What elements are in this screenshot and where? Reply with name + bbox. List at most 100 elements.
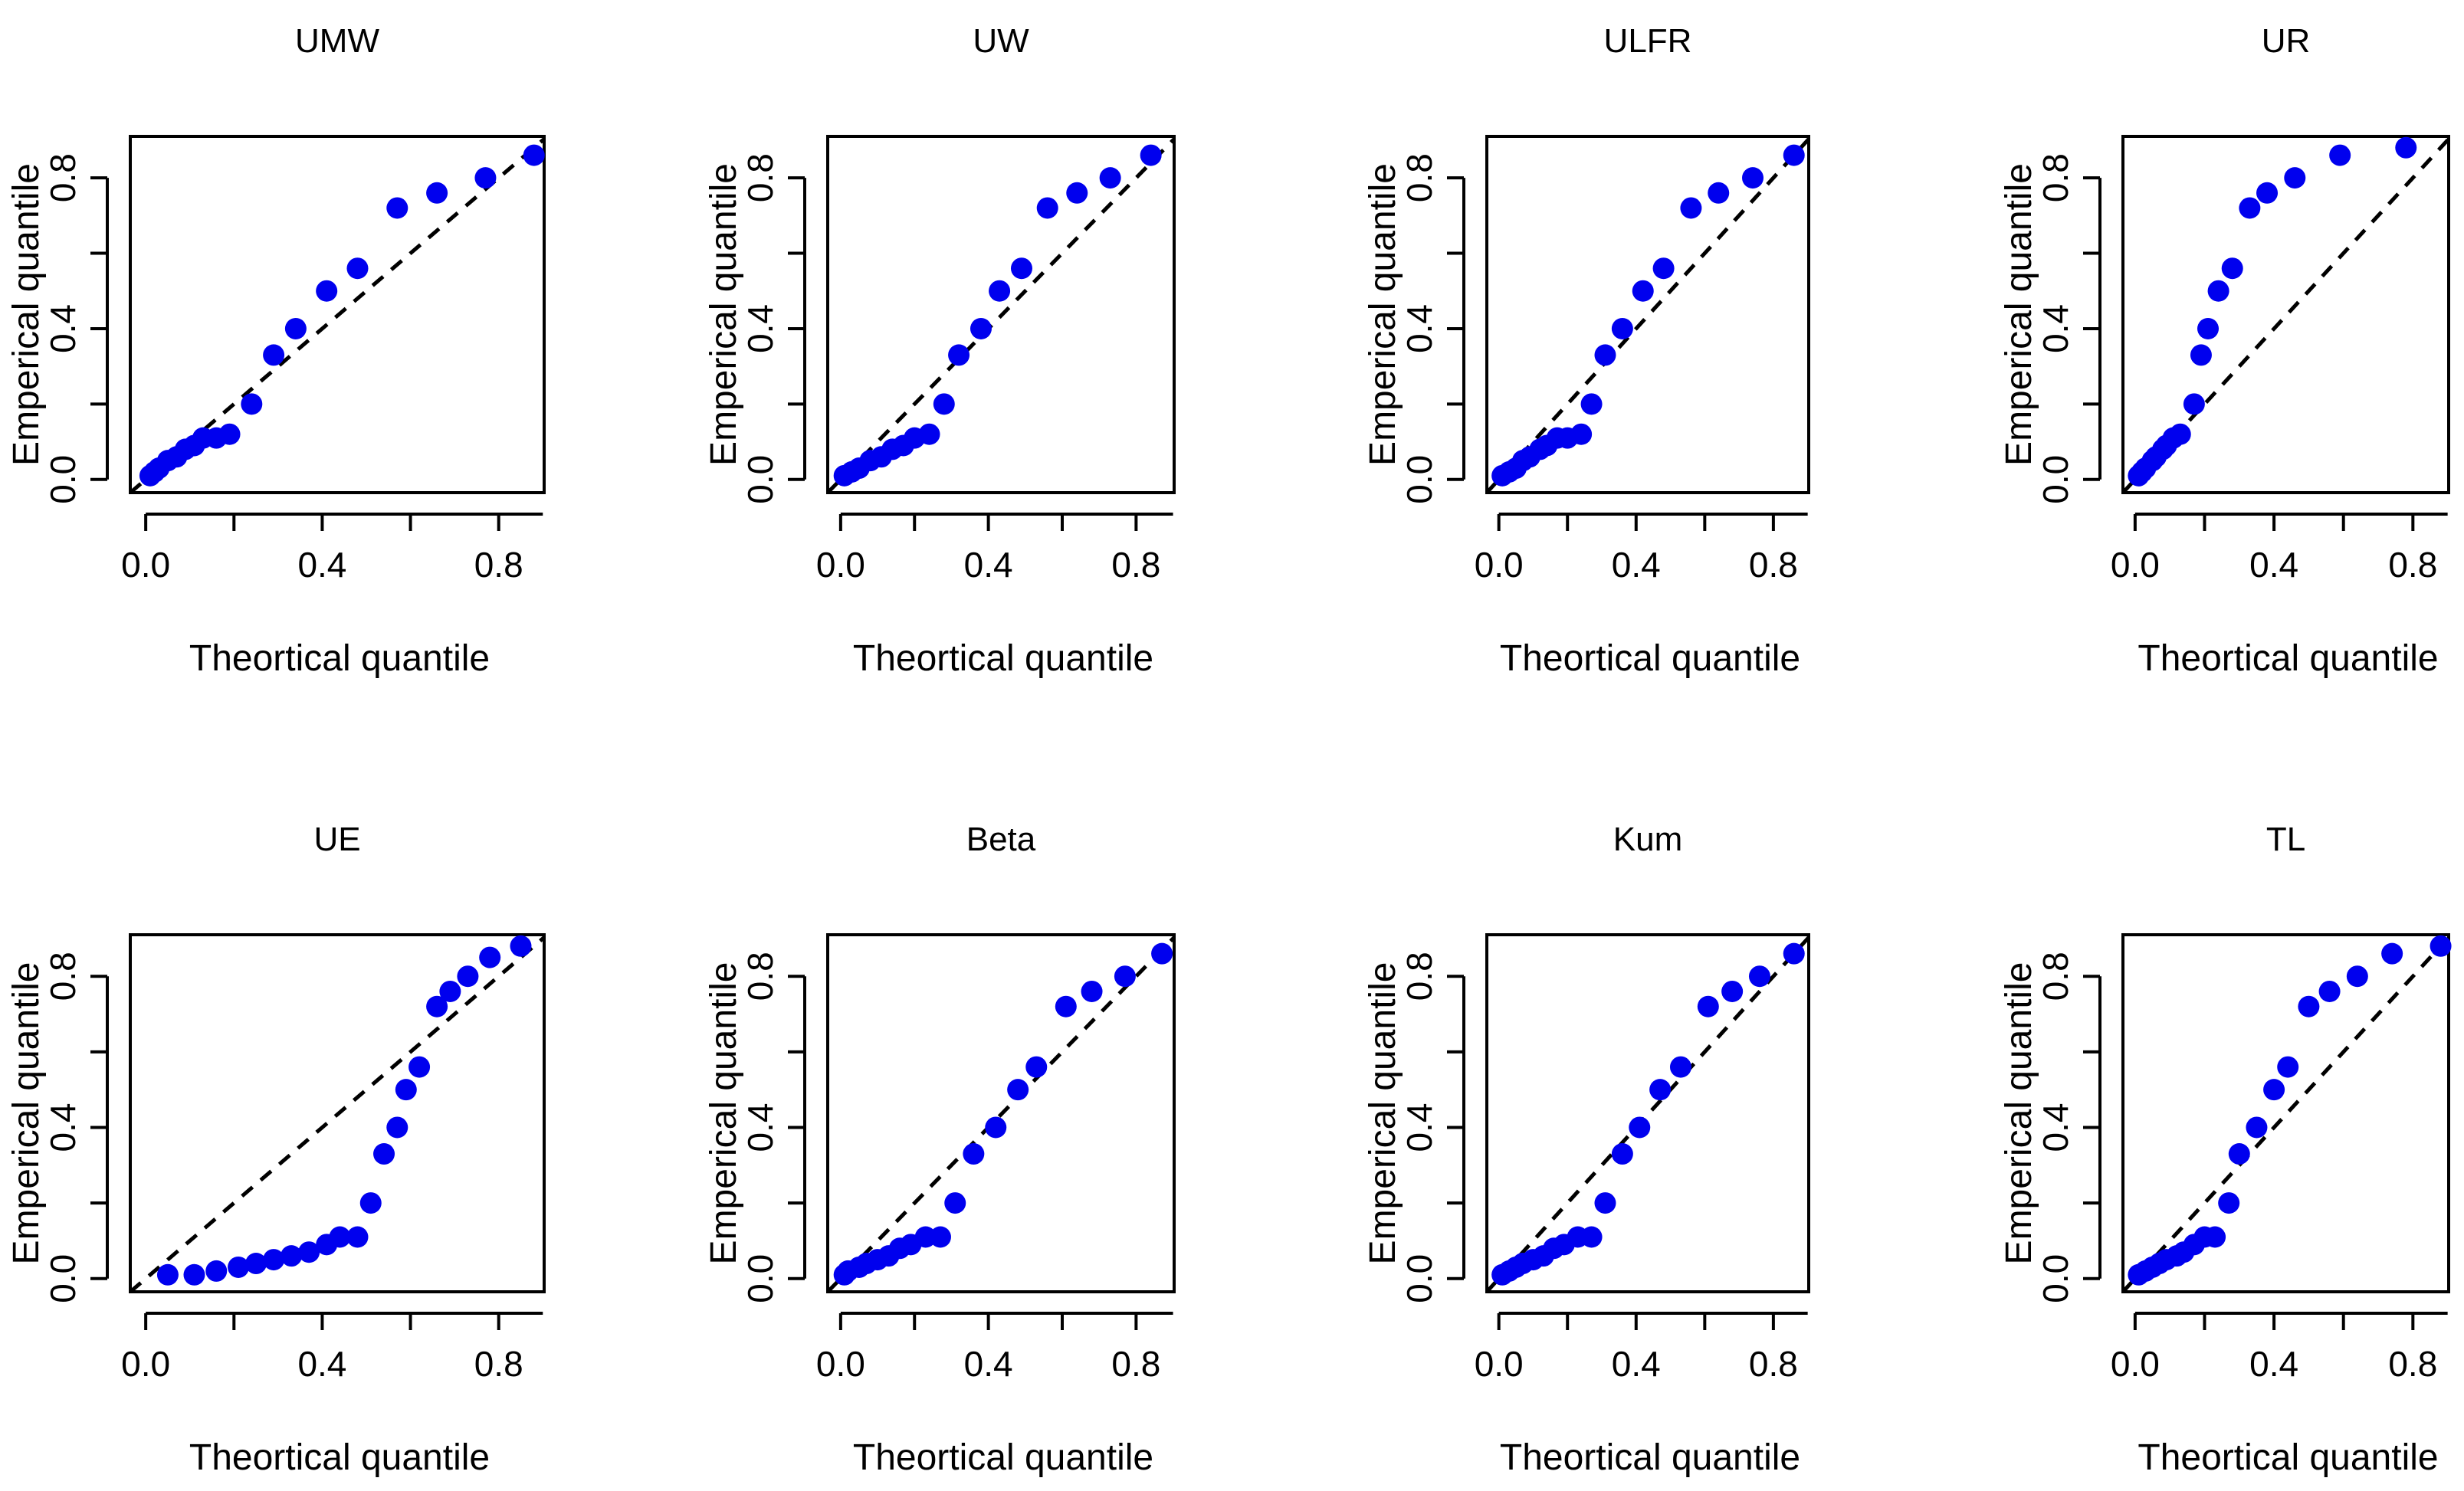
plot-frame	[2121, 135, 2450, 494]
qq-panel-umw: UMW 0.0 0.4 0.8 Theortical quantile 0.0 0.4 0.8…	[6, 22, 546, 679]
x-tick-label: 0.8	[1749, 545, 1798, 585]
data-point	[245, 1253, 267, 1275]
data-point	[298, 1241, 320, 1263]
x-axis-label: Theortical quantile	[1500, 638, 1800, 679]
data-point	[989, 280, 1011, 302]
data-point	[2207, 280, 2229, 302]
data-point	[474, 167, 497, 189]
panel-title: UMW	[295, 22, 379, 60]
data-point	[183, 1263, 205, 1286]
data-point	[316, 280, 338, 302]
reference-line	[826, 137, 1176, 494]
x-tick-label: 0.4	[297, 545, 346, 585]
data-points	[1491, 144, 1805, 487]
data-point	[329, 1226, 351, 1248]
y-axis-label: Emperical quantile	[704, 962, 744, 1265]
plot-frame	[1485, 933, 1810, 1293]
y-tick-label: 0.8	[43, 153, 83, 202]
y-tick-label: 0.0	[1399, 455, 1439, 504]
panel-title: Beta	[966, 821, 1036, 858]
x-axis-label: Theortical quantile	[189, 1437, 490, 1478]
data-point	[2204, 1226, 2226, 1248]
x-tick-label: 0.8	[1749, 1344, 1798, 1384]
data-point	[1611, 317, 1633, 339]
y-axis-label: Emperical quantile	[6, 962, 47, 1265]
y-tick-label: 0.0	[740, 1254, 780, 1303]
data-point	[2183, 393, 2205, 415]
x-tick-label: 0.8	[1111, 1344, 1160, 1384]
data-point	[359, 1192, 382, 1214]
data-point	[1611, 1143, 1633, 1165]
y-tick-label: 0.4	[43, 1103, 83, 1152]
plot-frame	[2121, 933, 2450, 1293]
panel-title: UR	[2262, 22, 2311, 60]
y-tick-label: 0.8	[2036, 952, 2075, 1001]
data-points	[2128, 136, 2417, 487]
data-point	[1629, 1116, 1651, 1139]
data-point	[2190, 344, 2212, 366]
data-point	[1697, 995, 1719, 1017]
data-point	[2381, 942, 2403, 965]
data-point	[1007, 1079, 1029, 1101]
plot-frame	[826, 135, 1176, 494]
data-points	[139, 144, 545, 487]
y-axis: 0.0 0.4 0.8	[740, 153, 806, 504]
y-tick-label: 0.4	[2036, 304, 2075, 353]
x-tick-label: 0.8	[474, 1344, 523, 1384]
y-tick-label: 0.4	[740, 1103, 780, 1152]
y-tick-label: 0.4	[1399, 1103, 1439, 1152]
data-point	[479, 946, 501, 968]
x-tick-label: 0.0	[2111, 545, 2160, 585]
data-point	[1649, 1079, 1672, 1101]
x-tick-label: 0.8	[474, 545, 523, 585]
data-point	[1742, 167, 1764, 189]
data-point	[2256, 182, 2279, 204]
data-point	[1748, 965, 1770, 988]
y-axis: 0.0 0.4 0.8	[1399, 153, 1465, 504]
y-axis-label: Emperical quantile	[1999, 163, 2039, 466]
data-point	[948, 344, 970, 366]
data-point	[1783, 942, 1805, 965]
data-point	[933, 393, 955, 415]
data-point	[1066, 182, 1088, 204]
y-axis-label: Emperical quantile	[1363, 163, 1403, 466]
y-axis: 0.0 0.4 0.8	[1399, 952, 1465, 1303]
y-tick-label: 0.8	[2036, 153, 2075, 202]
data-points	[1491, 942, 1805, 1286]
x-tick-label: 0.4	[297, 1344, 346, 1384]
data-point	[2221, 257, 2243, 280]
data-point	[457, 965, 479, 988]
y-tick-label: 0.0	[43, 455, 83, 504]
x-tick-label: 0.8	[1111, 545, 1160, 585]
x-tick-label: 0.0	[1475, 545, 1524, 585]
y-tick-label: 0.8	[1399, 153, 1439, 202]
reference-line	[826, 936, 1176, 1293]
data-point	[2228, 1143, 2250, 1165]
data-point	[523, 144, 545, 166]
data-points	[833, 942, 1173, 1286]
panel-title: UW	[973, 22, 1029, 60]
panel-title: TL	[2266, 821, 2305, 858]
data-point	[408, 1056, 431, 1078]
data-point	[1055, 995, 1077, 1017]
reference-line	[1485, 936, 1810, 1293]
y-axis-label: Emperical quantile	[704, 163, 744, 466]
y-tick-label: 0.8	[740, 153, 780, 202]
y-axis-label: Emperical quantile	[1999, 962, 2039, 1265]
data-point	[2239, 197, 2261, 219]
data-point	[2197, 317, 2220, 339]
y-tick-label: 0.8	[740, 952, 780, 1001]
data-point	[426, 182, 448, 204]
data-point	[395, 1079, 417, 1101]
data-point	[1036, 197, 1058, 219]
x-tick-label: 0.8	[2388, 1344, 2437, 1384]
data-point	[1721, 980, 1744, 1002]
y-tick-label: 0.0	[2036, 455, 2075, 504]
x-tick-label: 0.4	[2249, 545, 2298, 585]
y-axis: 0.0 0.4 0.8	[43, 952, 109, 1303]
data-point	[2169, 423, 2191, 445]
data-point	[263, 1249, 285, 1271]
